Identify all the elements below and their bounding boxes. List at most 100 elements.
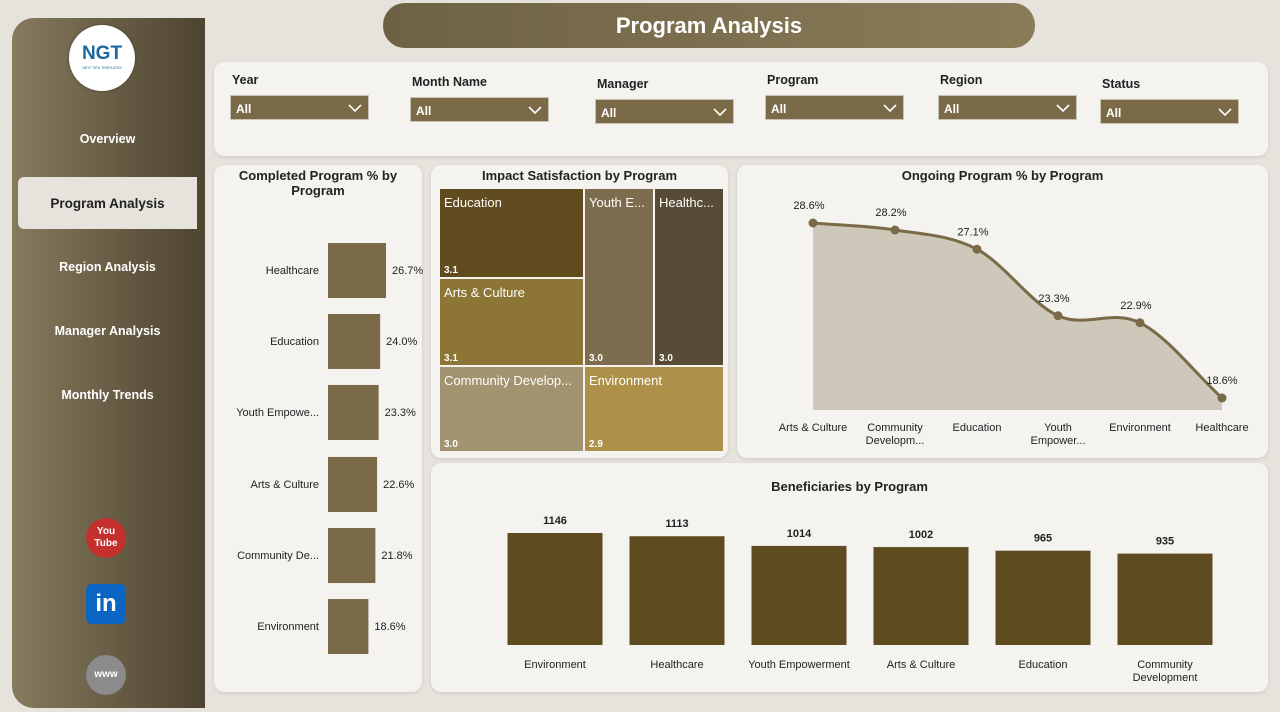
data-label: 27.1% (957, 226, 988, 238)
filter-label: Year (232, 73, 259, 87)
filter-dropdown[interactable]: All (410, 97, 549, 122)
data-label: 22.9% (1120, 300, 1151, 312)
icon-text: in (95, 590, 117, 617)
cell-value: 3.1 (444, 265, 458, 276)
logo-subtitle: NEXT GEN TEMPLATES (82, 66, 122, 70)
filter-label: Status (1102, 77, 1141, 91)
social-icon[interactable]: www (86, 655, 126, 695)
filter-label: Region (940, 73, 983, 87)
x-tick-label: Environment (524, 659, 586, 671)
data-label: 935 (1156, 536, 1174, 548)
icon-text: You (96, 526, 116, 537)
treemap-cell (440, 279, 583, 365)
cell-value: 3.0 (589, 353, 603, 364)
category-label: Environment (257, 621, 319, 633)
x-tick-label: Healthcare (1195, 422, 1249, 434)
cell-label: Healthc... (659, 195, 714, 210)
category-label: Community De... (237, 550, 319, 562)
category-label: Arts & Culture (251, 479, 319, 491)
chevron (528, 106, 542, 115)
x-tick-label: Youth Empower... (1030, 422, 1086, 447)
point (972, 244, 982, 254)
bar (995, 550, 1091, 645)
x-tick-label: Education (952, 422, 1002, 434)
data-label: 23.3% (1038, 293, 1069, 305)
treemap-cell (440, 189, 583, 277)
x-tick-label: Community Developm... (865, 422, 925, 447)
treemap-cell (585, 189, 653, 365)
cell-label: Youth E... (589, 195, 645, 210)
bar (328, 385, 379, 440)
chevron (348, 104, 362, 113)
social-icon[interactable]: You Tube (86, 518, 126, 558)
cell-label: Education (444, 195, 502, 210)
data-label: 26.7% (392, 265, 423, 277)
filter-label: Program (767, 73, 819, 87)
chevron (1056, 104, 1070, 113)
cell-label: Environment (589, 373, 662, 388)
data-label: 1113 (665, 518, 688, 530)
bar (507, 533, 603, 645)
data-label: 965 (1034, 533, 1052, 545)
nav-item[interactable]: Manager Analysis (54, 324, 161, 338)
x-tick-label: Arts & Culture (886, 659, 956, 671)
filter-dropdown[interactable]: All (938, 95, 1077, 120)
filter-dropdown[interactable]: All (230, 95, 369, 120)
filter-dropdown[interactable]: All (1100, 99, 1239, 124)
chart-title: Completed Program % by Program (238, 168, 398, 198)
panel (214, 165, 422, 692)
treemap-cell (440, 367, 583, 451)
chevron-line (528, 106, 542, 115)
data-label: 28.6% (793, 200, 824, 212)
nav-item[interactable]: Region Analysis (59, 260, 156, 274)
cell-value: 3.1 (444, 353, 458, 364)
icon-text: Tube (94, 538, 118, 549)
x-tick-label: Healthcare (650, 659, 704, 671)
cell-value: 3.0 (444, 439, 458, 450)
bar (328, 599, 369, 654)
bar (328, 528, 376, 583)
logo-text: NGT (81, 43, 123, 64)
data-label: 28.2% (875, 207, 906, 219)
data-label: 1146 (543, 515, 567, 527)
nav-item[interactable]: Monthly Trends (61, 388, 154, 402)
bar (1117, 553, 1213, 645)
data-label: 24.0% (386, 336, 417, 348)
bar (328, 314, 381, 369)
data-label: 23.3% (385, 407, 416, 419)
filter-panel (214, 62, 1268, 156)
social-icon[interactable]: in (86, 584, 126, 624)
logo: NGT NEXT GEN TEMPLATES (69, 25, 135, 91)
cell-label: Arts & Culture (444, 285, 525, 300)
filter-dropdown[interactable]: All (595, 99, 734, 124)
bar (328, 457, 378, 512)
filter-label: Month Name (412, 75, 487, 89)
point (808, 218, 818, 228)
cell-value: 3.0 (659, 353, 673, 364)
filter-dropdown[interactable]: All (765, 95, 904, 120)
chevron-line (1218, 108, 1232, 117)
point (1053, 311, 1063, 321)
point (1135, 318, 1145, 328)
chevron-line (1056, 104, 1070, 113)
filter-label: Manager (597, 77, 649, 91)
category-label: Youth Empowe... (236, 407, 319, 419)
x-tick-label: Environment (1109, 422, 1171, 434)
data-label: 22.6% (383, 479, 414, 491)
x-tick-label: Community Development (1132, 659, 1198, 684)
treemap-cell (585, 367, 723, 451)
data-label: 21.8% (381, 550, 412, 562)
x-tick-label: Youth Empowerment (748, 659, 850, 671)
chevron-line (348, 104, 362, 113)
nav-item[interactable]: Program Analysis (18, 177, 197, 229)
page-title: Program Analysis (383, 3, 1035, 48)
x-tick-label: Education (1018, 659, 1068, 671)
point (890, 225, 900, 235)
chart-title: Ongoing Program % by Program (901, 168, 1104, 183)
point (1217, 393, 1227, 403)
chevron (713, 108, 727, 117)
area (813, 223, 1222, 410)
nav-item[interactable]: Overview (79, 132, 136, 146)
